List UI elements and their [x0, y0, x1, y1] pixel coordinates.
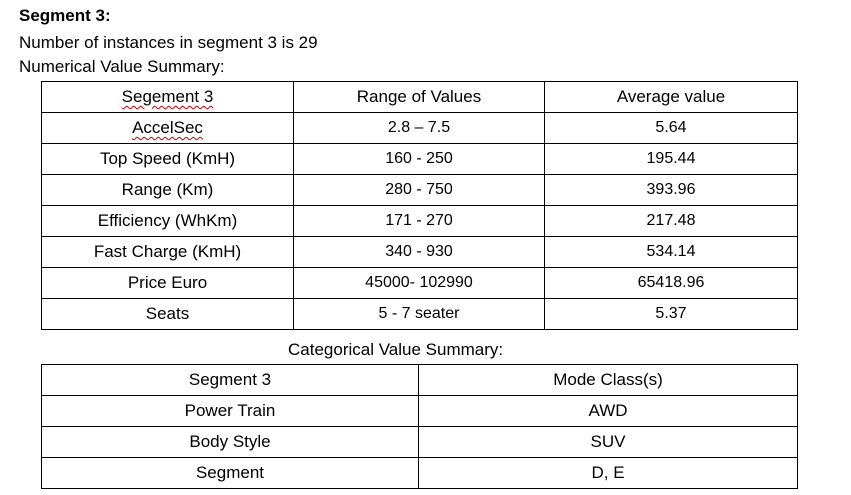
header-cell: Range of Values — [293, 81, 545, 113]
table-row: Body Style SUV — [41, 426, 798, 458]
table-header-row: Segement 3 Range of Values Average value — [41, 81, 798, 113]
row-name-cell: Fast Charge (KmH) — [41, 236, 294, 268]
average-cell: 65418.96 — [544, 267, 798, 299]
table-row: Price Euro 45000- 102990 65418.96 — [41, 267, 798, 299]
row-name-cell: Top Speed (KmH) — [41, 143, 294, 175]
range-cell: 160 - 250 — [293, 143, 545, 175]
row-name-cell: Power Train — [41, 395, 419, 427]
segment-heading: Segment 3: — [19, 6, 111, 25]
row-name-cell: Efficiency (WhKm) — [41, 205, 294, 237]
mode-cell: D, E — [418, 457, 798, 489]
average-cell: 5.64 — [544, 112, 798, 144]
table-row: Power Train AWD — [41, 395, 798, 427]
categorical-summary-label: Categorical Value Summary: — [288, 340, 504, 359]
instances-text: Number of instances in segment 3 is 29 — [19, 33, 318, 52]
row-name-cell: Price Euro — [41, 267, 294, 299]
range-cell: 280 - 750 — [293, 174, 545, 206]
mode-cell: AWD — [418, 395, 798, 427]
average-cell: 393.96 — [544, 174, 798, 206]
table-row: Fast Charge (KmH) 340 - 930 534.14 — [41, 236, 798, 268]
table-row: Range (Km) 280 - 750 393.96 — [41, 174, 798, 206]
average-cell: 534.14 — [544, 236, 798, 268]
table-header-row: Segment 3 Mode Class(s) — [41, 364, 798, 396]
table-row: Seats 5 - 7 seater 5.37 — [41, 298, 798, 330]
header-cell: Segement 3 — [41, 81, 294, 113]
header-cell: Segment 3 — [41, 364, 419, 396]
table-row: AccelSec 2.8 – 7.5 5.64 — [41, 112, 798, 144]
range-cell: 171 - 270 — [293, 205, 545, 237]
range-cell: 340 - 930 — [293, 236, 545, 268]
numerical-summary-table: Segement 3 Range of Values Average value… — [41, 81, 798, 330]
range-cell: 2.8 – 7.5 — [293, 112, 545, 144]
row-name-cell: Seats — [41, 298, 294, 330]
table-row: Efficiency (WhKm) 171 - 270 217.48 — [41, 205, 798, 237]
row-name-cell: Segment — [41, 457, 419, 489]
header-cell: Mode Class(s) — [418, 364, 798, 396]
header-cell: Average value — [544, 81, 798, 113]
categorical-summary-table: Segment 3 Mode Class(s) Power Train AWD … — [41, 364, 798, 489]
average-cell: 195.44 — [544, 143, 798, 175]
range-cell: 45000- 102990 — [293, 267, 545, 299]
table-row: Top Speed (KmH) 160 - 250 195.44 — [41, 143, 798, 175]
row-name-cell: Body Style — [41, 426, 419, 458]
numerical-summary-label: Numerical Value Summary: — [19, 57, 225, 76]
mode-cell: SUV — [418, 426, 798, 458]
average-cell: 5.37 — [544, 298, 798, 330]
row-name-cell: Range (Km) — [41, 174, 294, 206]
range-cell: 5 - 7 seater — [293, 298, 545, 330]
average-cell: 217.48 — [544, 205, 798, 237]
table-row: Segment D, E — [41, 457, 798, 489]
row-name-cell: AccelSec — [41, 112, 294, 144]
